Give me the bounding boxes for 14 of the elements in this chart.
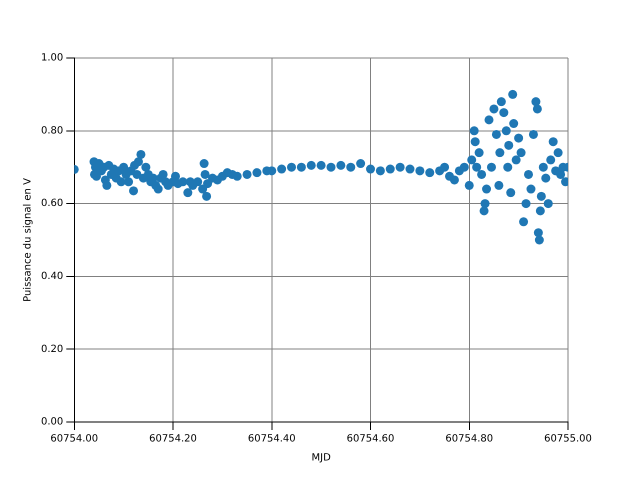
y-tick-label: 0.00 xyxy=(41,416,64,428)
y-tick-label: 0.20 xyxy=(41,344,64,355)
y-tick-label: 0.60 xyxy=(41,198,64,210)
x-tick-label: 60754.40 xyxy=(248,434,296,445)
x-tick-label: 60755.00 xyxy=(544,434,592,445)
x-tick-label: 60754.00 xyxy=(50,434,98,445)
x-tick-label: 60754.60 xyxy=(346,434,394,445)
y-tick-label: 1.00 xyxy=(41,52,64,64)
x-axis-title: MJD xyxy=(311,452,332,464)
y-tick-label: 0.80 xyxy=(41,125,64,136)
x-tick-label: 60754.20 xyxy=(149,434,197,445)
y-tick-label: 0.40 xyxy=(41,270,64,282)
x-tick-label: 60754.80 xyxy=(445,434,494,445)
y-axis-title: Puissance du signal en V xyxy=(22,178,34,302)
